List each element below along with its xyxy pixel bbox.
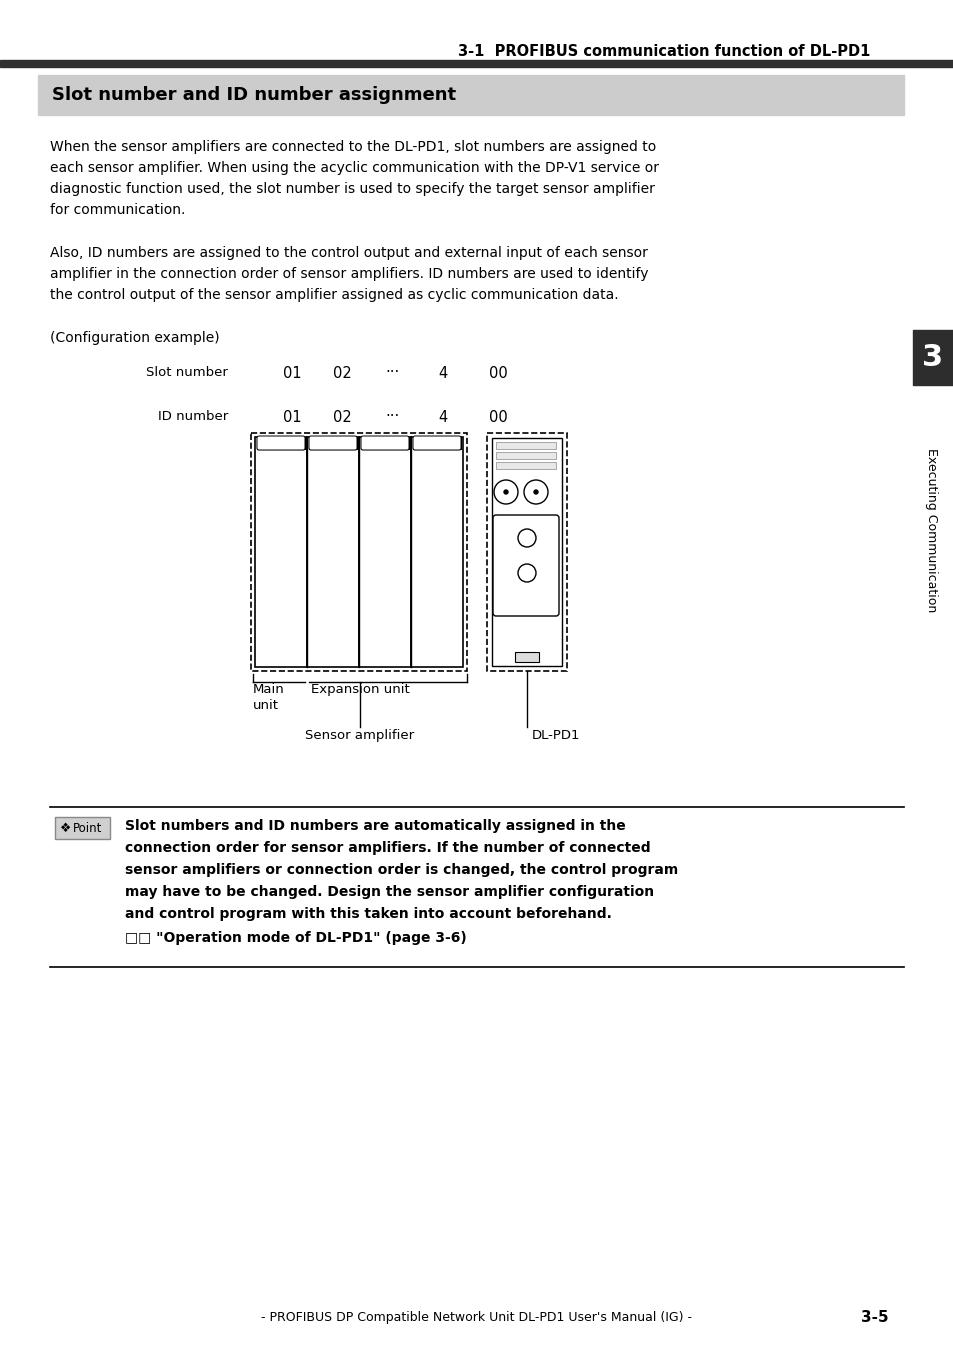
Bar [411,437,462,667]
Bar [496,442,556,449]
Text: amplifier in the connection order of sensor amplifiers. ID numbers are used to i: amplifier in the connection order of sen… [50,266,648,281]
Text: 4: 4 [438,410,447,425]
Circle shape [517,564,536,581]
FancyBboxPatch shape [309,435,356,450]
Text: 01: 01 [282,365,301,380]
Bar [496,462,556,469]
Text: Also, ID numbers are assigned to the control output and external input of each s: Also, ID numbers are assigned to the con… [50,246,647,260]
Text: Slot number and ID number assignment: Slot number and ID number assignment [52,87,456,104]
Bar [360,437,409,449]
Text: 3-1  PROFIBUS communication function of DL-PD1: 3-1 PROFIBUS communication function of D… [457,45,869,59]
Circle shape [523,480,547,504]
Text: DL-PD1: DL-PD1 [532,729,579,742]
Text: (Configuration example): (Configuration example) [50,331,219,345]
Text: ···: ··· [385,365,399,380]
Text: for communication.: for communication. [50,203,185,218]
Text: 3: 3 [922,343,943,372]
Text: and control program with this taken into account beforehand.: and control program with this taken into… [125,907,611,921]
Text: - PROFIBUS DP Compatible Network Unit DL-PD1 User's Manual (IG) -: - PROFIBUS DP Compatible Network Unit DL… [261,1311,692,1325]
Text: the control output of the sensor amplifier assigned as cyclic communication data: the control output of the sensor amplifi… [50,288,618,301]
Bar [251,433,467,671]
Text: Main: Main [253,683,284,696]
Bar [912,330,953,385]
Bar [0,59,953,68]
Text: 4: 4 [438,365,447,380]
Text: ···: ··· [385,410,399,425]
Circle shape [517,529,536,548]
Text: sensor amplifiers or connection order is changed, the control program: sensor amplifiers or connection order is… [125,863,678,877]
FancyBboxPatch shape [413,435,460,450]
Text: 01: 01 [282,410,301,425]
Bar [309,437,356,449]
Circle shape [494,480,517,504]
Bar [38,74,903,115]
Text: ID number: ID number [157,411,228,423]
Text: unit: unit [253,699,278,713]
Text: 00: 00 [488,410,507,425]
Bar [55,817,110,840]
FancyBboxPatch shape [360,435,409,450]
Bar [256,437,305,449]
Text: Point: Point [73,822,102,834]
Text: Sensor amplifier: Sensor amplifier [305,729,415,742]
Text: diagnostic function used, the slot number is used to specify the target sensor a: diagnostic function used, the slot numbe… [50,183,654,196]
Text: Slot number: Slot number [146,366,228,380]
Circle shape [503,489,507,493]
Text: 00: 00 [488,365,507,380]
Bar [307,437,358,667]
Bar [413,437,460,449]
Text: 3-5: 3-5 [861,1310,888,1325]
Bar [515,652,538,662]
Text: ❖: ❖ [60,822,71,834]
Bar [496,452,556,458]
Text: Slot numbers and ID numbers are automatically assigned in the: Slot numbers and ID numbers are automati… [125,819,625,833]
Text: 02: 02 [333,365,351,380]
Circle shape [534,489,537,493]
Bar [254,437,307,667]
Text: may have to be changed. Design the sensor amplifier configuration: may have to be changed. Design the senso… [125,886,654,899]
Bar [486,433,566,671]
FancyBboxPatch shape [256,435,305,450]
Text: connection order for sensor amplifiers. If the number of connected: connection order for sensor amplifiers. … [125,841,650,854]
Text: When the sensor amplifiers are connected to the DL-PD1, slot numbers are assigne: When the sensor amplifiers are connected… [50,141,656,154]
Text: Expansion unit: Expansion unit [311,683,410,696]
FancyBboxPatch shape [493,515,558,617]
Text: 02: 02 [333,410,351,425]
Text: Executing Communication: Executing Communication [924,448,938,612]
Bar [358,437,411,667]
Text: each sensor amplifier. When using the acyclic communication with the DP-V1 servi: each sensor amplifier. When using the ac… [50,161,659,174]
Bar [492,438,561,667]
Text: □□ "Operation mode of DL-PD1" (page 3-6): □□ "Operation mode of DL-PD1" (page 3-6) [125,932,466,945]
